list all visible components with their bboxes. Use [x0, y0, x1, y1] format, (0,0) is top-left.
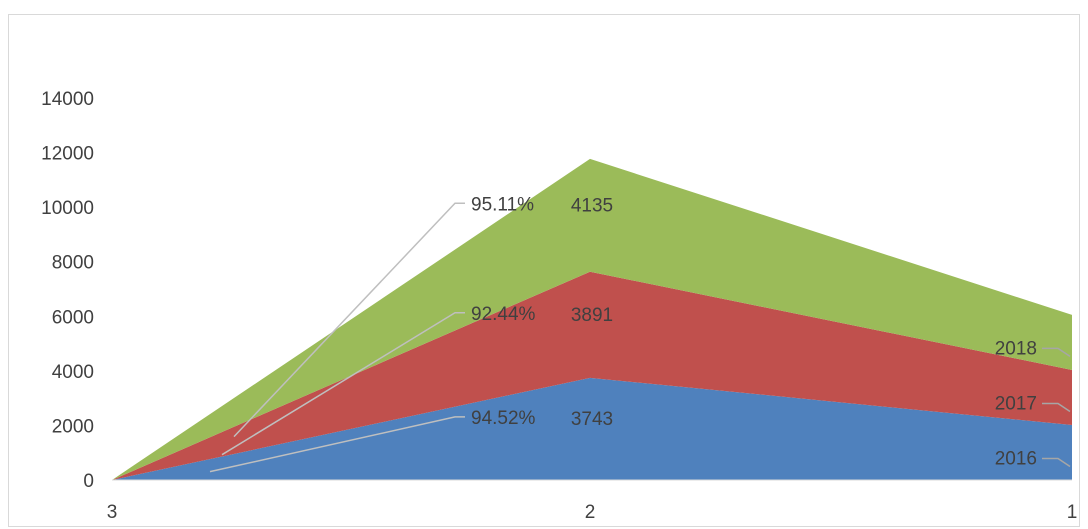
area-series-2016	[112, 377, 1072, 480]
y-tick-label: 12000	[41, 144, 94, 165]
leader-line	[1042, 347, 1071, 358]
data-label-percent: 92.44%	[471, 304, 536, 325]
data-label-value: 3743	[571, 409, 613, 430]
area-layer	[112, 158, 1072, 480]
data-label-value: 3891	[571, 305, 613, 326]
x-tick-label: 3	[107, 502, 118, 523]
leader-line	[1042, 402, 1071, 413]
data-label-percent: 94.52%	[471, 408, 536, 429]
leader-line-layer	[209, 202, 1071, 473]
y-tick-label: 14000	[41, 89, 94, 110]
y-tick-label: 0	[83, 471, 94, 492]
y-tick-label: 2000	[52, 416, 94, 437]
leader-line	[1042, 457, 1071, 468]
y-axis: 0 2000 4000 6000 8000 10000 12000 14000	[41, 89, 94, 492]
area-series-2018	[112, 158, 1072, 480]
y-tick-label: 8000	[52, 253, 94, 274]
leader-line	[221, 312, 465, 456]
x-axis: 3 2 1	[107, 479, 1078, 523]
x-tick-label: 1	[1067, 502, 1078, 523]
data-label-series: 2017	[995, 393, 1037, 414]
data-label-series: 2016	[995, 448, 1037, 469]
area-series-2017	[112, 271, 1072, 480]
data-label-layer: 3743 3891 4135 2016 2017 2018 94.52% 92.44% 95.1…	[471, 194, 1037, 469]
y-tick-label: 10000	[41, 198, 94, 219]
leader-line	[209, 416, 465, 473]
y-tick-label: 6000	[52, 307, 94, 328]
y-tick-label: 4000	[52, 362, 94, 383]
data-label-percent: 95.11%	[471, 194, 534, 215]
x-tick-label: 2	[585, 502, 596, 523]
leader-line	[233, 202, 465, 438]
data-label-value: 4135	[571, 195, 613, 216]
data-label-series: 2018	[995, 338, 1037, 359]
